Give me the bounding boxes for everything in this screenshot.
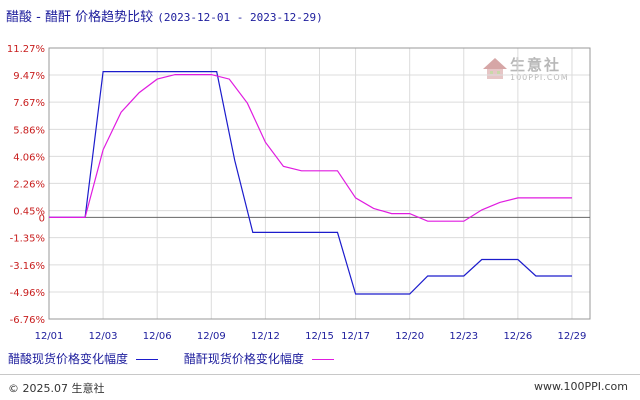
chart-title: 醋酸 - 醋酐 价格趋势比较 (2023-12-01 - 2023-12-29) [6,6,323,25]
series-line-1 [49,70,572,295]
x-tick-label: 12/12 [251,331,280,342]
plot-frame [48,47,591,320]
chart-date-range: (2023-12-01 - 2023-12-29) [157,11,323,24]
x-tick-label: 12/09 [197,331,226,342]
y-tick-label: 5.86% [13,125,45,136]
x-tick-label: 12/03 [89,331,118,342]
chart-title-text: 醋酸 - 醋酐 价格趋势比较 [6,10,154,25]
x-tick-label: 12/06 [143,331,172,342]
y-tick-label: 0.45% [13,207,45,218]
y-tick-label: 4.06% [13,152,45,163]
x-tick-label: 12/17 [341,331,370,342]
legend-item-series2: 醋酐现货价格变化幅度 [184,350,334,367]
x-tick-label: 12/15 [305,331,334,342]
series-line-2 [49,73,572,222]
x-tick-label: 12/26 [503,331,532,342]
house-logo-icon [483,58,507,79]
y-tick-label: 7.67% [13,98,45,109]
x-tick-label: 12/01 [35,331,64,342]
chart-legend: 醋酸现货价格变化幅度 醋酐现货价格变化幅度 [8,350,356,367]
y-tick-label: -1.35% [10,234,45,245]
y-tick-label: -6.76% [10,315,45,326]
zero-label: 0 [39,213,45,224]
x-tick-label: 12/23 [449,331,478,342]
legend-label-series2: 醋酐现货价格变化幅度 [183,352,304,366]
legend-label-series1: 醋酸现货价格变化幅度 [8,352,129,366]
line-chart: 11.27% 9.47% 7.67% 5.86% 4.06% 2.26% 0.45% -1.3… [7,44,591,342]
legend-item-series1: 醋酸现货价格变化幅度 [8,350,159,367]
x-tick-label: 12/20 [395,331,424,342]
legend-swatch-series1 [136,359,159,360]
footer-site-link[interactable]: www.100PPI.com [534,380,628,393]
y-tick-label: 11.27% [7,44,45,55]
y-tick-label: 2.26% [13,179,45,190]
footer: © 2025.07 生意社 www.100PPI.com [0,374,640,397]
y-tick-label: -3.16% [10,261,45,272]
watermark-name: 生意社 [510,56,562,74]
footer-copyright: © 2025.07 生意社 [8,382,105,395]
x-tick-label: 12/29 [558,331,587,342]
legend-swatch-series2 [311,359,334,360]
y-tick-label: 9.47% [13,71,45,82]
y-tick-label: -4.96% [10,288,45,299]
watermark-url: 100PPI.COM [510,73,569,82]
